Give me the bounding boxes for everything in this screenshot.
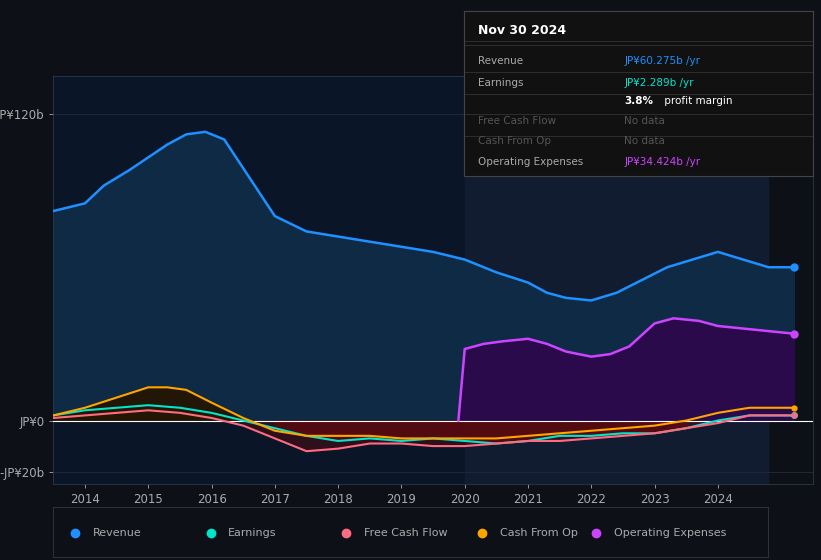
Text: Operating Expenses: Operating Expenses bbox=[614, 528, 727, 538]
Text: Revenue: Revenue bbox=[478, 56, 523, 66]
Text: No data: No data bbox=[624, 116, 665, 126]
Text: No data: No data bbox=[624, 136, 665, 146]
Text: profit margin: profit margin bbox=[661, 96, 732, 106]
Text: Revenue: Revenue bbox=[93, 528, 141, 538]
Text: Earnings: Earnings bbox=[478, 78, 523, 88]
Text: JP¥60.275b /yr: JP¥60.275b /yr bbox=[624, 56, 700, 66]
Text: JP¥34.424b /yr: JP¥34.424b /yr bbox=[624, 157, 700, 166]
Bar bbox=[768, 76, 813, 484]
Text: Cash From Op: Cash From Op bbox=[478, 136, 551, 146]
Text: Free Cash Flow: Free Cash Flow bbox=[478, 116, 556, 126]
Bar bbox=[465, 76, 768, 484]
Text: Earnings: Earnings bbox=[228, 528, 277, 538]
Text: Cash From Op: Cash From Op bbox=[500, 528, 578, 538]
Text: Operating Expenses: Operating Expenses bbox=[478, 157, 583, 166]
Text: Free Cash Flow: Free Cash Flow bbox=[364, 528, 447, 538]
Text: JP¥2.289b /yr: JP¥2.289b /yr bbox=[624, 78, 694, 88]
Text: 3.8%: 3.8% bbox=[624, 96, 654, 106]
Text: Nov 30 2024: Nov 30 2024 bbox=[478, 25, 566, 38]
